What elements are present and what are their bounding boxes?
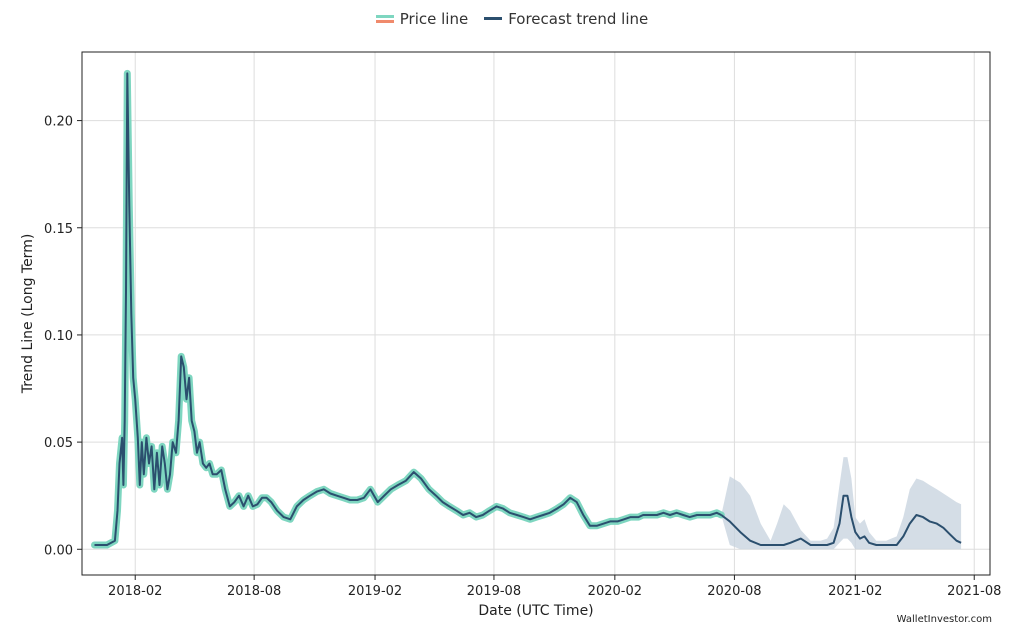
x-tick-label: 2021-02 — [828, 584, 882, 599]
x-tick-label: 2018-08 — [227, 584, 281, 599]
y-tick-label: 0.05 — [44, 436, 73, 451]
price-line-swatch-icon — [375, 15, 394, 23]
x-tick-label: 2018-02 — [108, 584, 162, 599]
legend: Price line Forecast trend line — [0, 10, 1024, 28]
x-tick-label: 2021-08 — [947, 584, 1001, 599]
forecast-trend-line — [720, 494, 962, 546]
legend-price-label: Price line — [399, 10, 469, 28]
y-tick-label: 0.15 — [44, 222, 73, 237]
y-tick-label: 0.10 — [44, 329, 73, 344]
x-axis-label: Date (UTC Time) — [478, 603, 593, 619]
y-tick-label: 0.00 — [44, 543, 73, 558]
x-tick-label: 2019-02 — [348, 584, 402, 599]
x-tick-label: 2019-08 — [467, 584, 521, 599]
y-tick-label: 0.20 — [44, 115, 73, 130]
forecast-confidence-band — [721, 457, 962, 550]
x-tick-label: 2020-08 — [707, 584, 761, 599]
watermark: WalletInvestor.com — [896, 614, 992, 625]
forecast-line-swatch-icon — [484, 15, 503, 23]
price-line — [91, 69, 725, 549]
legend-forecast-label: Forecast trend line — [508, 10, 649, 28]
legend-item-price[interactable]: Price line — [375, 10, 469, 28]
legend-item-forecast[interactable]: Forecast trend line — [484, 10, 648, 28]
x-tick-label: 2020-02 — [588, 584, 642, 599]
price-trend-line — [94, 72, 722, 546]
plot-frame — [81, 51, 991, 576]
y-axis-label: Trend Line (Long Term) — [20, 234, 36, 395]
